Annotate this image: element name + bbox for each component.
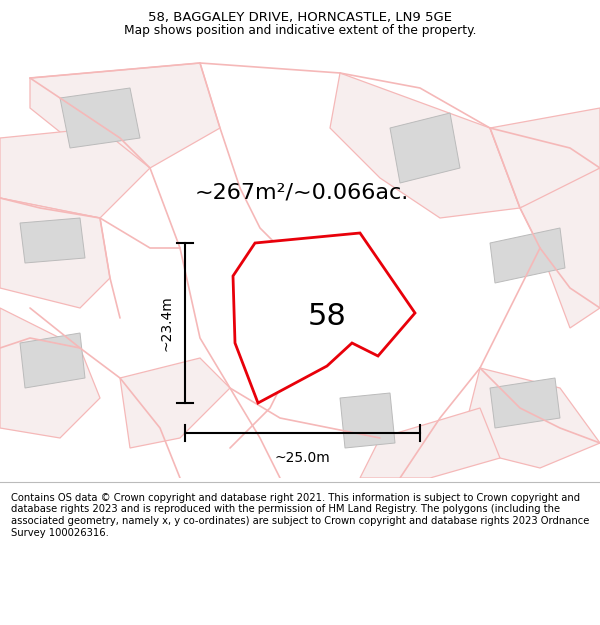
Text: ~267m²/~0.066ac.: ~267m²/~0.066ac. (195, 183, 409, 203)
Polygon shape (490, 378, 560, 428)
Polygon shape (330, 73, 520, 218)
Polygon shape (520, 168, 600, 328)
Polygon shape (233, 233, 415, 403)
Polygon shape (60, 88, 140, 148)
Polygon shape (460, 368, 600, 468)
Polygon shape (360, 408, 500, 478)
Polygon shape (20, 218, 85, 263)
Text: 58, BAGGALEY DRIVE, HORNCASTLE, LN9 5GE: 58, BAGGALEY DRIVE, HORNCASTLE, LN9 5GE (148, 11, 452, 24)
Text: 58: 58 (307, 302, 346, 331)
Text: Contains OS data © Crown copyright and database right 2021. This information is : Contains OS data © Crown copyright and d… (11, 492, 589, 538)
Polygon shape (0, 308, 100, 438)
Polygon shape (490, 228, 565, 283)
Polygon shape (0, 128, 150, 218)
Polygon shape (390, 113, 460, 183)
Text: ~25.0m: ~25.0m (275, 451, 331, 465)
Polygon shape (0, 198, 110, 308)
Polygon shape (20, 333, 85, 388)
Polygon shape (120, 358, 230, 448)
Polygon shape (490, 108, 600, 208)
Text: ~23.4m: ~23.4m (159, 295, 173, 351)
Polygon shape (30, 63, 220, 168)
Text: Map shows position and indicative extent of the property.: Map shows position and indicative extent… (124, 24, 476, 38)
Polygon shape (340, 393, 395, 448)
